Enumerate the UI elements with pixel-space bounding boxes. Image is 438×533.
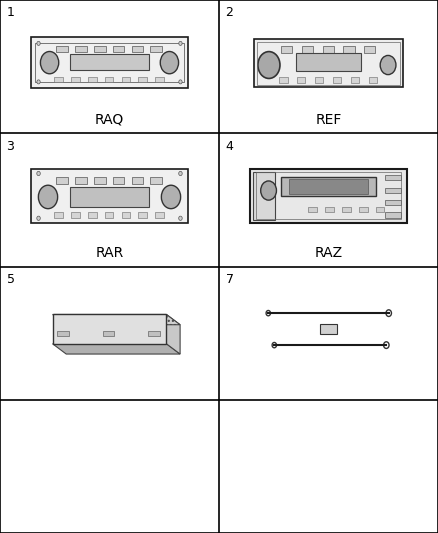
Bar [88,213,97,218]
Bar [138,77,147,83]
Bar [254,39,403,87]
Bar [94,177,106,183]
Bar [342,207,350,213]
Bar [105,213,113,218]
Bar [385,175,401,180]
Bar [122,213,130,218]
Circle shape [266,310,271,316]
Bar [296,53,361,71]
Bar [155,77,164,83]
Bar [75,177,87,183]
Bar [151,46,162,52]
Bar [385,200,401,205]
Bar [253,172,275,220]
Circle shape [161,185,180,209]
Bar [256,173,401,220]
Bar [151,177,162,183]
Bar [385,213,401,218]
Circle shape [258,52,280,78]
Bar [88,77,97,83]
Bar [113,177,124,183]
Circle shape [261,181,276,200]
Bar [333,77,341,83]
Text: RAZ: RAZ [314,246,343,260]
Bar [279,77,287,83]
Bar [31,169,188,223]
Text: RAQ: RAQ [95,113,124,127]
Bar [281,177,376,196]
Bar [148,331,159,336]
Circle shape [160,52,179,74]
Circle shape [39,185,58,209]
Bar [281,46,292,53]
Circle shape [384,342,389,349]
Bar [70,54,149,70]
Polygon shape [53,314,166,344]
Bar [302,46,313,53]
Bar [369,77,377,83]
Text: 3: 3 [7,140,14,152]
Text: RAR: RAR [95,246,124,260]
Bar [31,37,188,88]
Bar [122,77,130,83]
Bar [35,43,184,82]
Circle shape [179,216,182,221]
Bar [376,207,385,213]
Text: 2: 2 [226,6,233,19]
Bar [56,177,68,183]
Bar [155,213,164,218]
Circle shape [386,310,392,317]
Circle shape [37,172,40,176]
Bar [70,188,149,207]
Circle shape [272,342,276,348]
Circle shape [37,80,40,84]
Polygon shape [53,314,180,325]
Bar [105,77,113,83]
Bar [297,77,305,83]
Bar [57,331,68,336]
Circle shape [380,55,396,75]
Text: 4: 4 [226,140,233,152]
Bar [250,169,407,223]
Circle shape [179,42,182,45]
Bar [289,179,368,195]
Bar [138,213,147,218]
Bar [308,207,317,213]
Circle shape [179,172,182,176]
Bar [320,324,337,335]
Bar [131,177,143,183]
Polygon shape [53,344,180,354]
Bar [71,77,80,83]
Bar [343,46,354,53]
Bar [113,46,124,52]
Bar [315,77,323,83]
Bar [257,42,400,85]
Text: 5: 5 [7,273,14,286]
Bar [359,207,367,213]
Circle shape [179,80,182,84]
Bar [102,331,114,336]
Text: 7: 7 [226,273,233,286]
Circle shape [37,216,40,221]
Bar [56,46,68,52]
Bar [94,46,106,52]
Bar [54,77,63,83]
Bar [325,207,334,213]
Polygon shape [166,314,180,354]
Bar [131,46,143,52]
Text: 1: 1 [7,6,14,19]
Bar [322,46,334,53]
Text: REF: REF [315,113,342,127]
Bar [385,188,401,193]
Bar [71,213,80,218]
Bar [75,46,87,52]
Bar [54,213,63,218]
Circle shape [40,52,59,74]
Bar [351,77,359,83]
Bar [364,46,375,53]
Circle shape [37,42,40,45]
